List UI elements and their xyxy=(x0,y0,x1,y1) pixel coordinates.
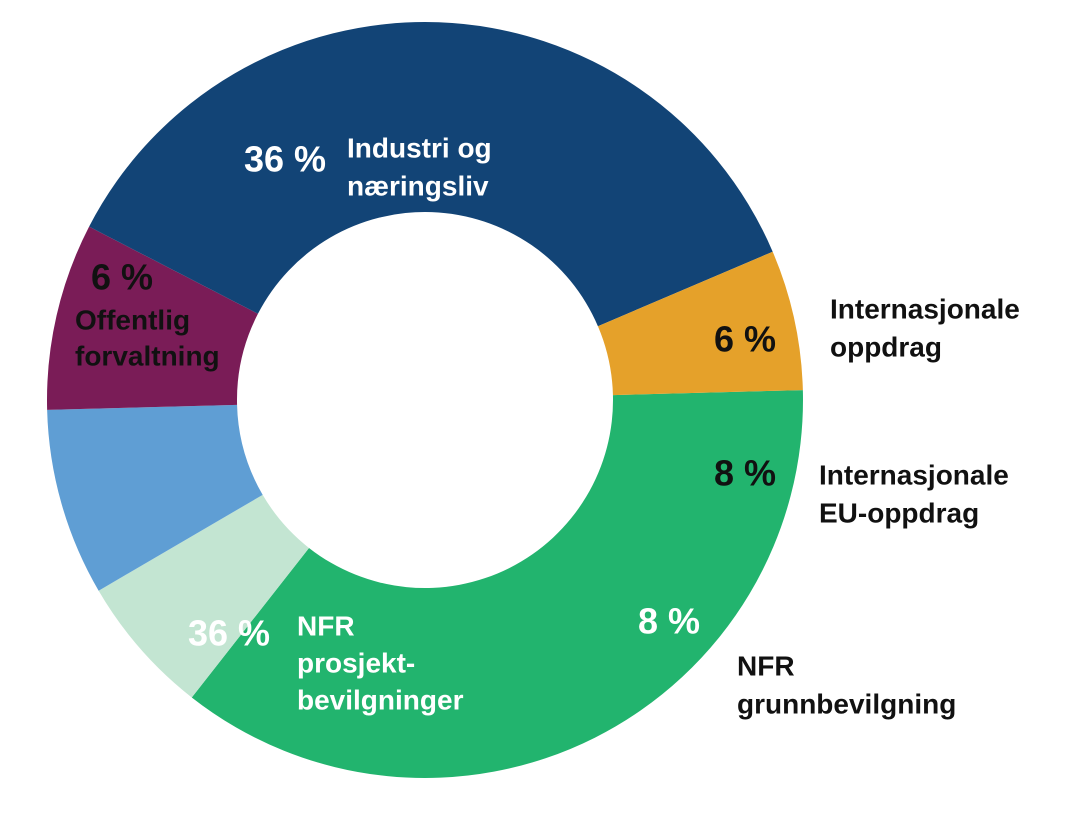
slice-category-label: prosjekt- xyxy=(297,647,415,678)
slice-category-label: grunnbevilgning xyxy=(737,688,956,719)
donut-slice xyxy=(47,226,258,410)
slice-category-label: bevilgninger xyxy=(297,684,464,715)
slice-value-label: 6 % xyxy=(714,319,776,360)
slice-value-label: 8 % xyxy=(714,453,776,494)
slice-value-label: 6 % xyxy=(91,257,153,298)
donut-slice xyxy=(89,22,773,327)
slice-value-label: 36 % xyxy=(188,613,270,654)
slice-category-label: EU-oppdrag xyxy=(819,497,979,528)
slice-category-label: Internasjonale xyxy=(819,459,1009,490)
slice-category-label: NFR xyxy=(297,610,355,641)
slice-category-label: Industri og xyxy=(347,132,492,163)
donut-slice xyxy=(191,390,803,778)
donut-slice xyxy=(98,494,309,698)
slice-category-label: Internasjonale xyxy=(830,293,1020,324)
slice-category-label: oppdrag xyxy=(830,331,942,362)
slice-value-label: 36 % xyxy=(244,139,326,180)
slice-category-label: NFR xyxy=(737,650,795,681)
donut-slices xyxy=(47,22,803,778)
donut-labels: 36 % Industri og næringsliv 6 % Internasjona… xyxy=(75,132,1020,719)
slice-value-label: 8 % xyxy=(638,601,700,642)
donut-slice xyxy=(597,251,803,396)
slice-category-label: forvaltning xyxy=(75,340,220,371)
slice-category-label: Offentlig xyxy=(75,304,190,335)
donut-slice xyxy=(47,404,263,591)
slice-category-label: næringsliv xyxy=(347,170,489,201)
